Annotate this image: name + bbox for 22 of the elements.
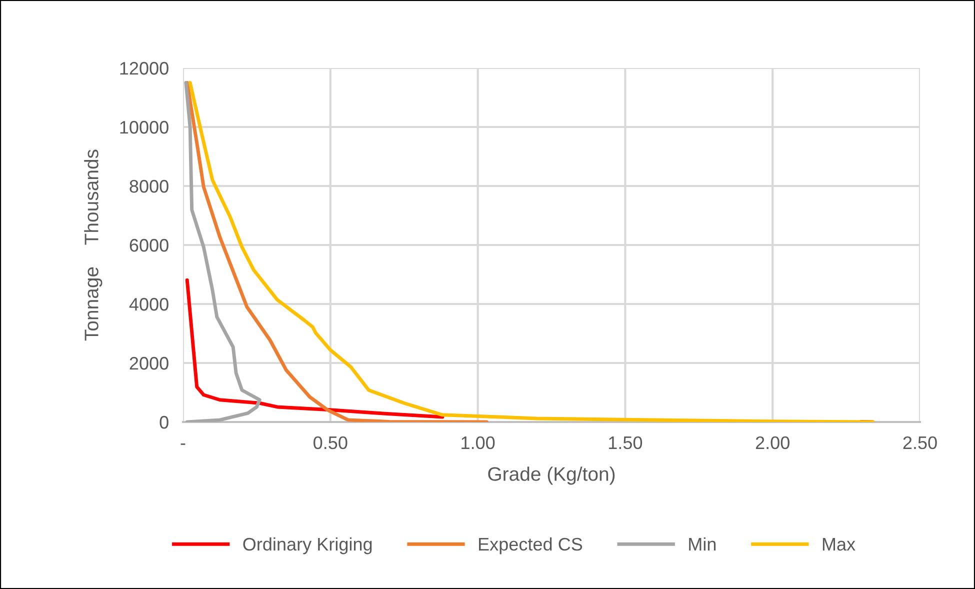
x-tick-label: 2.00 [756, 436, 790, 450]
y-tick-label: 4000 [129, 298, 168, 311]
y-tick-label: 6000 [130, 238, 168, 252]
x-tick-label: 2.50 [903, 436, 937, 450]
x-tick-label: 1.50 [609, 436, 642, 450]
x-tick-label: - [180, 443, 186, 445]
y-tick-label: 8000 [130, 180, 168, 193]
line-series [185, 81, 488, 422]
y-tick-label: 0 [160, 416, 168, 429]
legend-label: Ordinary Kriging [243, 537, 372, 554]
legend-label: Max [822, 538, 856, 551]
line-series [184, 81, 262, 422]
legend-label: Min [689, 537, 716, 550]
y-axis-title: Tonnage Thousands [84, 150, 102, 341]
line-series [188, 81, 875, 422]
y-tick-label: 10000 [120, 120, 168, 134]
y-tick-label: 12000 [120, 62, 168, 75]
x-axis-title: Grade (Kg/ton) [488, 466, 615, 485]
legend-label: Expected CS [479, 537, 582, 554]
y-tick-label: 2000 [130, 356, 168, 370]
x-tick-label: 1.00 [462, 436, 495, 450]
x-tick-label: 0.50 [314, 436, 348, 450]
